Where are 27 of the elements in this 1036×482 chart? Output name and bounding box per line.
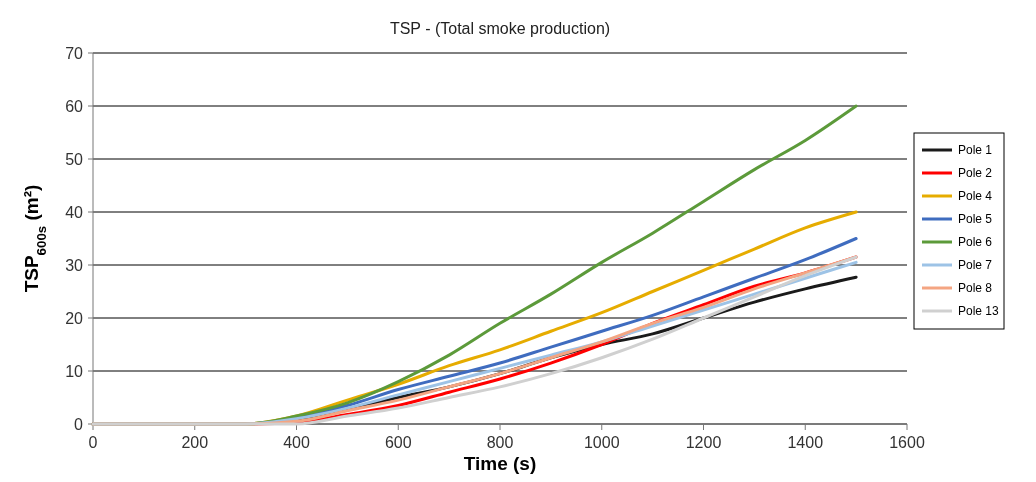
y-tick-label: 40 xyxy=(65,203,84,221)
x-tick-label: 1000 xyxy=(583,434,620,451)
legend-label: Pole 13 xyxy=(958,304,1000,319)
y-tick-label: 0 xyxy=(74,415,84,433)
y-tick-label: 70 xyxy=(65,44,84,62)
x-tick-label: 200 xyxy=(181,434,209,451)
x-tick-label: 800 xyxy=(486,434,514,451)
x-tick-label: 600 xyxy=(384,434,412,451)
chart-title: TSP - (Total smoke production) xyxy=(389,20,611,37)
x-axis-title: Time (s) xyxy=(463,453,537,474)
legend-label: Pole 4 xyxy=(958,189,993,204)
y-tick-label: 60 xyxy=(65,97,84,115)
legend-label: Pole 7 xyxy=(958,258,993,273)
x-tick-label: 0 xyxy=(88,434,98,451)
x-tick-label: 1600 xyxy=(889,434,925,451)
legend-label: Pole 2 xyxy=(958,166,993,181)
y-tick-label: 30 xyxy=(65,256,84,274)
legend-label: Pole 6 xyxy=(958,235,993,250)
x-tick-label: 1200 xyxy=(685,434,722,451)
legend-label: Pole 1 xyxy=(958,143,993,158)
y-tick-label: 10 xyxy=(65,362,84,380)
x-tick-label: 1400 xyxy=(787,434,824,451)
legend-label: Pole 5 xyxy=(958,212,993,227)
y-tick-label: 20 xyxy=(65,309,84,327)
x-tick-label: 400 xyxy=(283,434,310,451)
legend-label: Pole 8 xyxy=(958,281,993,296)
y-tick-label: 50 xyxy=(65,150,84,168)
